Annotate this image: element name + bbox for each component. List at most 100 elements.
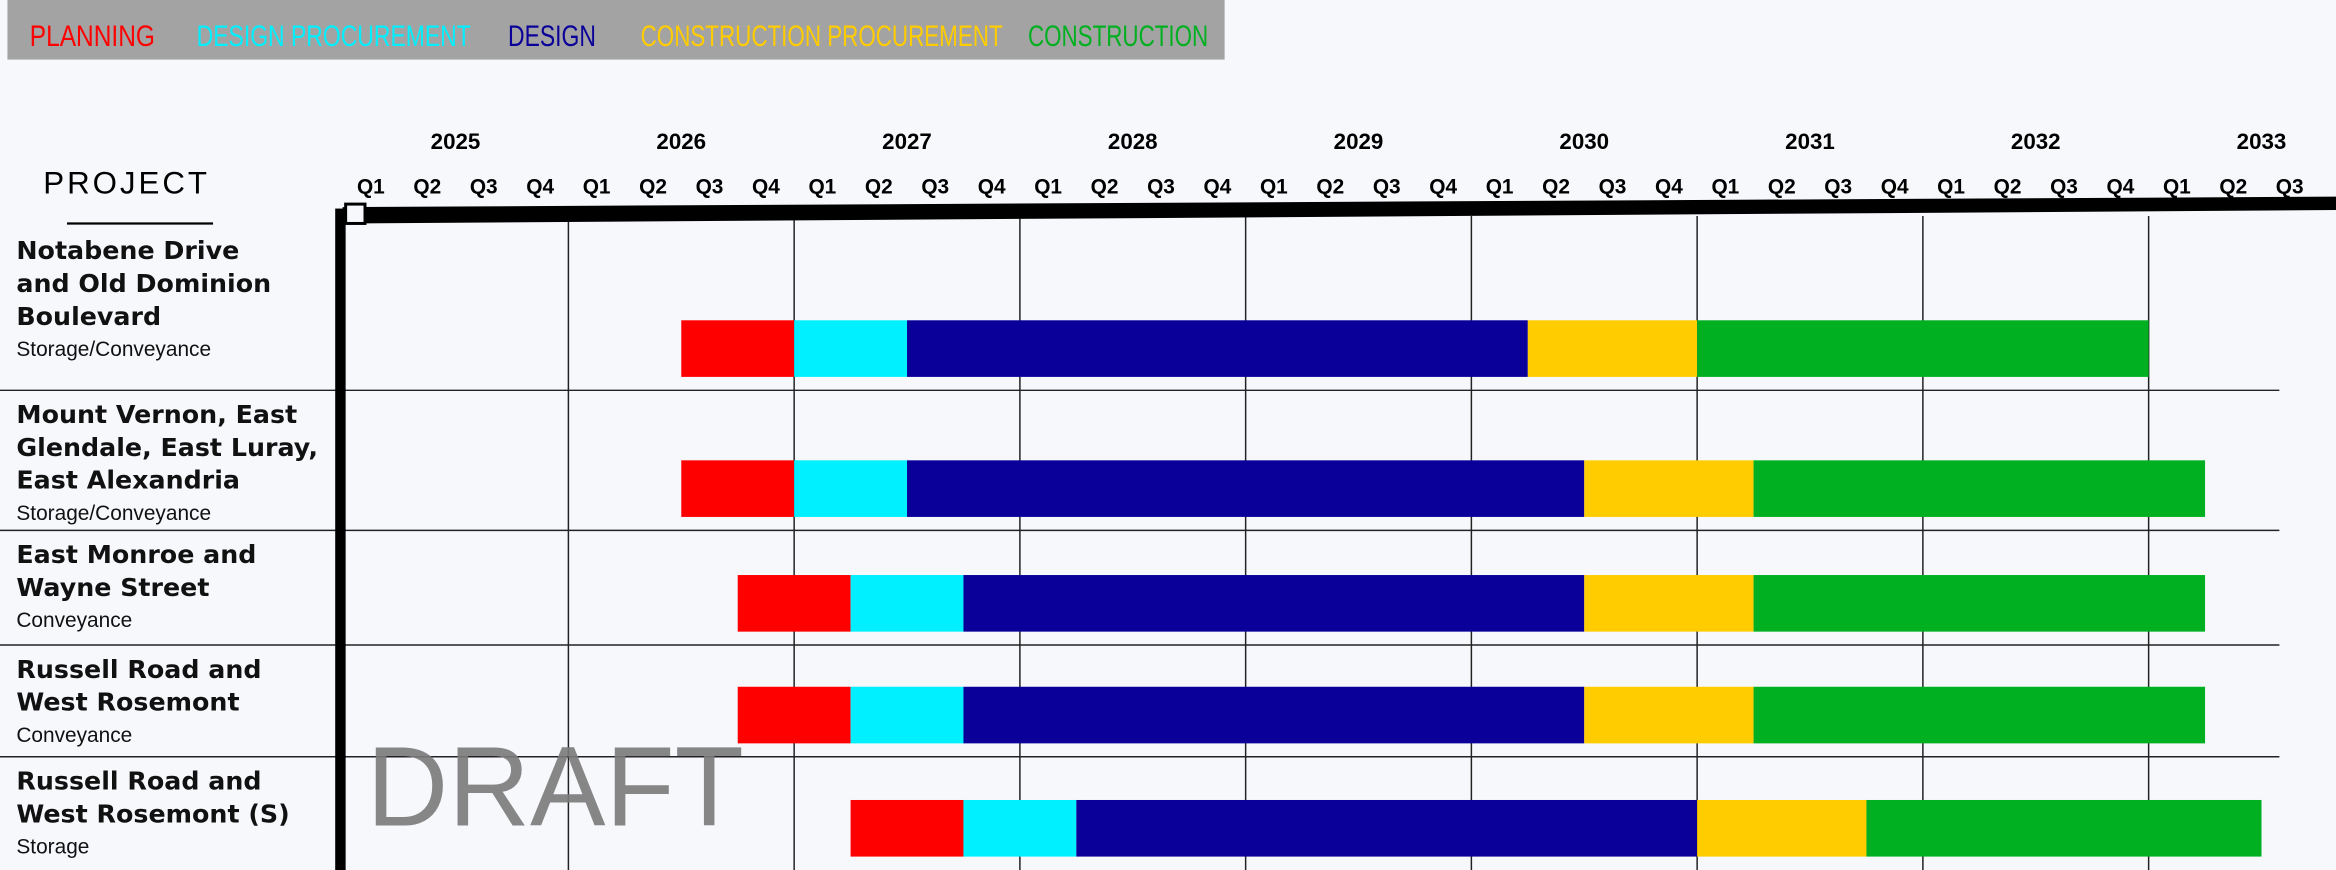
project-name: Russell Road and (16, 654, 261, 684)
quarter-label: Q1 (1486, 176, 1514, 199)
phase-bar (1697, 799, 1867, 857)
quarter-label: Q4 (1881, 176, 1909, 199)
project-name: West Rosemont (16, 687, 239, 717)
quarter-label: Q2 (1316, 176, 1344, 199)
year-label: 2031 (1785, 129, 1835, 154)
quarter-label: Q1 (2163, 176, 2191, 199)
phase-bar (794, 460, 908, 517)
quarter-label: Q3 (1824, 176, 1852, 199)
phase-bar (1697, 320, 2149, 377)
quarter-label: Q2 (413, 176, 441, 199)
axis-corner (344, 202, 367, 225)
phase-bar (1753, 686, 2206, 744)
quarter-label: Q3 (470, 176, 498, 199)
quarter-label: Q3 (2050, 176, 2078, 199)
phase-bar (1527, 320, 1698, 377)
legend-box (7, 0, 1225, 60)
phase-bar (737, 575, 851, 632)
year-label: 2032 (2011, 129, 2061, 154)
project-name: Mount Vernon, East (16, 399, 297, 429)
project-name: Notabene Drive (16, 235, 239, 265)
quarter-label: Q1 (1711, 176, 1739, 199)
project-name: East Alexandria (16, 465, 240, 495)
phase-bar (794, 320, 908, 377)
project-kind: Storage/Conveyance (16, 502, 211, 525)
time-axis (342, 196, 2336, 224)
bars (681, 320, 2262, 857)
quarter-label: Q4 (1429, 176, 1457, 199)
phase-bar (681, 320, 795, 377)
legend-entry: DESIGN PROCUREMENT (197, 20, 471, 53)
phase-bar (907, 320, 1528, 377)
project-name: and Old Dominion (16, 268, 271, 298)
quarter-label: Q1 (1260, 176, 1288, 199)
phase-bar (907, 460, 1585, 517)
phase-bar (963, 686, 1585, 744)
year-label: 2025 (431, 129, 481, 154)
project-name: Wayne Street (16, 572, 209, 602)
legend-entry: CONSTRUCTION (1028, 20, 1208, 53)
year-label: 2033 (2237, 129, 2287, 154)
phase-bar (737, 686, 851, 744)
phase-bar (1584, 460, 1754, 517)
quarter-label: Q3 (1599, 176, 1627, 199)
project-name: West Rosemont (S) (16, 798, 289, 828)
quarter-label: Q2 (1768, 176, 1796, 199)
year-label: 2028 (1108, 129, 1158, 154)
project-kind: Storage/Conveyance (16, 338, 211, 361)
project-name: East Monroe and (16, 539, 256, 569)
project-name: Boulevard (16, 301, 161, 331)
phase-bar (1866, 799, 2262, 857)
project-kind: Storage (16, 836, 89, 859)
quarter-label: Q3 (2276, 176, 2304, 199)
phase-bar (1584, 686, 1754, 744)
quarter-label: Q2 (1994, 176, 2022, 199)
phase-bar (850, 799, 964, 857)
phase-bar (850, 575, 964, 632)
legend-entry: PLANNING (30, 20, 155, 53)
phase-bar (1753, 575, 2206, 632)
quarter-label: Q2 (1542, 176, 1570, 199)
quarter-label: Q3 (1147, 176, 1175, 199)
quarter-label: Q4 (526, 176, 554, 199)
phase-bar (1584, 575, 1754, 632)
phase-bar (1753, 460, 2206, 517)
quarter-label: Q4 (2107, 176, 2135, 199)
quarter-label: Q2 (865, 176, 893, 199)
year-label: 2027 (882, 129, 932, 154)
quarter-label: Q1 (1937, 176, 1965, 199)
quarter-label: Q4 (1204, 176, 1232, 199)
project-name: Russell Road and (16, 766, 261, 796)
row-axis (335, 208, 346, 870)
legend-entry: DESIGN (508, 20, 596, 53)
phase-bar (1076, 799, 1698, 857)
quarter-label: Q1 (808, 176, 836, 199)
quarter-label: Q3 (921, 176, 949, 199)
year-label: 2026 (656, 129, 706, 154)
labels: PLANNING DESIGN PROCUREMENT DESIGN CONSTRUC… (16, 20, 2303, 858)
project-name: Glendale, East Luray, (16, 432, 318, 462)
phase-bar (681, 460, 795, 517)
quarter-label: Q4 (752, 176, 780, 199)
year-label: 2029 (1334, 129, 1384, 154)
quarter-label: Q2 (639, 176, 667, 199)
phase-bar (963, 575, 1585, 632)
watermark: DRAFT (366, 723, 743, 849)
quarter-label: Q3 (696, 176, 724, 199)
quarter-label: Q2 (1091, 176, 1119, 199)
project-kind: Conveyance (16, 724, 132, 747)
project-header: PROJECT (43, 166, 210, 201)
quarter-label: Q4 (978, 176, 1006, 199)
quarter-label: Q2 (2219, 176, 2247, 199)
phase-bar (963, 799, 1077, 857)
quarter-label: Q4 (1655, 176, 1683, 199)
quarter-label: Q3 (1373, 176, 1401, 199)
phase-bar (850, 686, 964, 744)
year-label: 2030 (1559, 129, 1609, 154)
project-kind: Conveyance (16, 609, 132, 632)
quarter-label: Q1 (583, 176, 611, 199)
quarter-label: Q1 (1034, 176, 1062, 199)
legend-entry: CONSTRUCTION PROCUREMENT (641, 20, 1003, 53)
